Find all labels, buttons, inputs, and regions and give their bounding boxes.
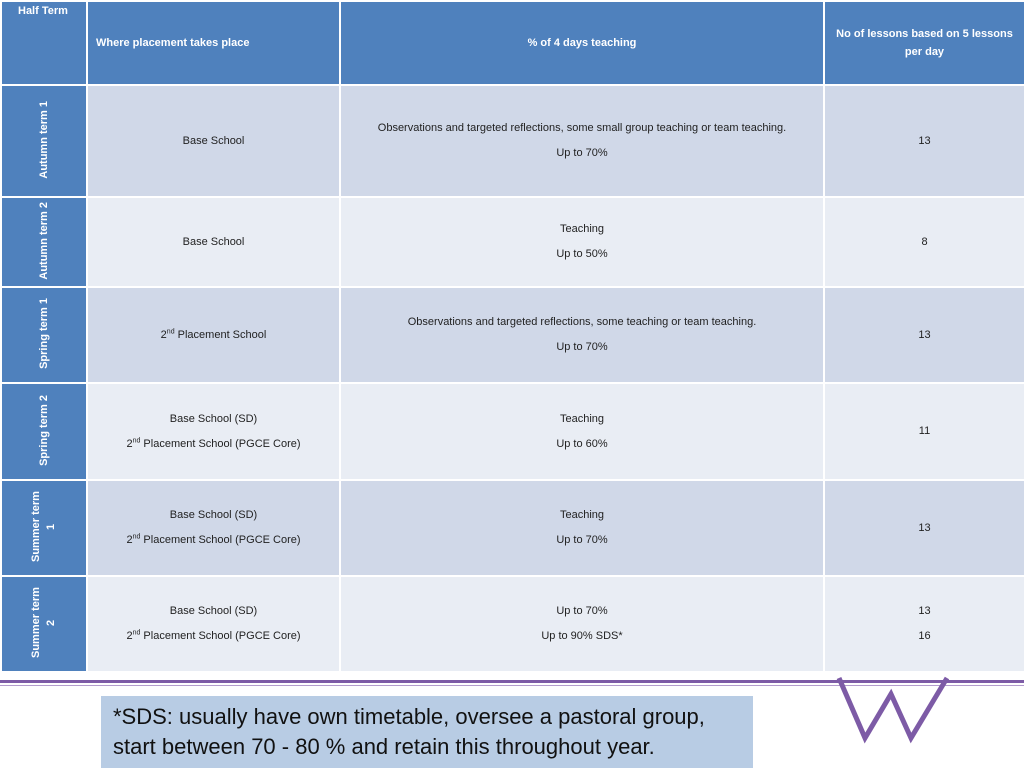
teaching-line: Teaching bbox=[559, 509, 605, 521]
ordinal-number: 2 bbox=[126, 534, 133, 546]
ordinal-number: 2 bbox=[126, 630, 133, 642]
teaching-line: Up to 70% bbox=[556, 147, 608, 159]
lessons-cell: 8 bbox=[823, 196, 1024, 288]
term-label: Spring term 2 bbox=[37, 394, 50, 466]
placement-cell: Base School bbox=[86, 196, 341, 288]
placement-table: Half Term Where placement takes place % … bbox=[0, 0, 1024, 673]
header-where: Where placement takes place bbox=[86, 0, 341, 86]
footnote-line1: *SDS: usually have own timetable, overse… bbox=[113, 704, 705, 729]
teaching-line: Up to 60% bbox=[556, 437, 608, 450]
ordinal-number: 2 bbox=[160, 328, 167, 341]
placement-cell: Base School (SD) 2nd Placement School (P… bbox=[86, 479, 341, 577]
lessons-value: 8 bbox=[921, 235, 928, 248]
placement-cell: Base School (SD) 2nd Placement School (P… bbox=[86, 382, 341, 481]
term-label: Autumn term 1 bbox=[37, 100, 50, 179]
placement-cell: Base School bbox=[86, 84, 341, 198]
teaching-line: Up to 70% bbox=[556, 534, 608, 546]
ordinal-suffix: nd bbox=[166, 327, 175, 335]
term-cell: Spring term 1 bbox=[0, 286, 88, 384]
placement-line: 2nd Placement School (PGCE Core) bbox=[88, 528, 339, 553]
teaching-cell: Teaching Up to 70% bbox=[339, 479, 825, 577]
teaching-cell: Teaching Up to 50% bbox=[339, 196, 825, 288]
placement-line: Base School (SD) bbox=[169, 605, 258, 617]
sds-footnote: *SDS: usually have own timetable, overse… bbox=[101, 696, 753, 768]
placement-line: 2nd Placement School (PGCE Core) bbox=[88, 624, 339, 649]
placement-line: 2nd Placement School (PGCE Core) bbox=[88, 432, 339, 457]
placement-text: Placement School bbox=[174, 328, 267, 341]
table-row: Spring term 2 Base School (SD) 2nd Place… bbox=[0, 382, 1024, 481]
table-row: Autumn term 1 Base School Observations a… bbox=[0, 84, 1024, 198]
lessons-value: 13 bbox=[918, 134, 931, 147]
teaching-cell: Up to 70% Up to 90% SDS* bbox=[339, 575, 825, 673]
placement-line: Base School bbox=[182, 235, 245, 248]
term-cell: Summer term 1 bbox=[0, 479, 88, 577]
term-label: Autumn term 2 bbox=[37, 201, 50, 280]
teaching-cell: Observations and targeted reflections, s… bbox=[339, 84, 825, 198]
teaching-line: Teaching bbox=[559, 412, 605, 425]
placement-cell: 2nd Placement School bbox=[86, 286, 341, 384]
term-cell: Autumn term 2 bbox=[0, 196, 88, 288]
table-row: Summer term 2 Base School (SD) 2nd Place… bbox=[0, 575, 1024, 673]
placement-line: Base School (SD) bbox=[169, 412, 258, 425]
header-lessons-line2: per day bbox=[904, 46, 945, 58]
lessons-cell: 13 bbox=[823, 84, 1024, 198]
table-row: Summer term 1 Base School (SD) 2nd Place… bbox=[0, 479, 1024, 577]
ordinal-suffix: nd bbox=[132, 629, 141, 637]
teaching-line: Observations and targeted reflections, s… bbox=[377, 122, 787, 134]
placement-text: Placement School (PGCE Core) bbox=[140, 534, 301, 546]
purple-divider-line-thin bbox=[0, 685, 1024, 686]
teaching-line: Up to 90% SDS* bbox=[541, 630, 623, 642]
teaching-line: Up to 70% bbox=[556, 341, 608, 353]
ordinal-suffix: nd bbox=[132, 436, 141, 444]
header-row: Half Term Where placement takes place % … bbox=[0, 0, 1024, 86]
teaching-cell: Observations and targeted reflections, s… bbox=[339, 286, 825, 384]
lessons-value: 13 bbox=[918, 328, 931, 341]
header-half-term: Half Term bbox=[0, 0, 88, 86]
purple-w-logo-icon bbox=[836, 676, 950, 744]
teaching-line: Teaching bbox=[559, 223, 605, 235]
teaching-cell: Teaching Up to 60% bbox=[339, 382, 825, 481]
header-lessons: No of lessons based on 5 lessons per day bbox=[823, 0, 1024, 86]
placement-text: Placement School (PGCE Core) bbox=[140, 630, 301, 642]
term-label: Spring term 1 bbox=[37, 298, 50, 369]
ordinal-suffix: nd bbox=[132, 533, 141, 541]
table-row: Autumn term 2 Base School Teaching Up to… bbox=[0, 196, 1024, 288]
placement-line: 2nd Placement School bbox=[88, 323, 339, 348]
lessons-cell: 13 16 bbox=[823, 575, 1024, 673]
purple-divider-line bbox=[0, 680, 1024, 683]
header-lessons-line1: No of lessons based on 5 lessons bbox=[836, 28, 1013, 40]
lessons-value: 16 bbox=[918, 630, 931, 642]
term-label: Summer term 1 bbox=[30, 491, 57, 562]
placement-table-container: Half Term Where placement takes place % … bbox=[0, 0, 1024, 673]
placement-line: Base School bbox=[182, 134, 245, 147]
lessons-cell: 11 bbox=[823, 382, 1024, 481]
teaching-line: Up to 70% bbox=[556, 605, 608, 617]
term-cell: Summer term 2 bbox=[0, 575, 88, 673]
lessons-value: 11 bbox=[918, 425, 931, 437]
placement-text: Placement School (PGCE Core) bbox=[140, 437, 301, 450]
lessons-cell: 13 bbox=[823, 479, 1024, 577]
ordinal-number: 2 bbox=[126, 437, 133, 450]
header-percent: % of 4 days teaching bbox=[339, 0, 825, 86]
teaching-line: Up to 50% bbox=[556, 248, 608, 260]
term-label: Summer term 2 bbox=[30, 587, 57, 658]
term-cell: Spring term 2 bbox=[0, 382, 88, 481]
table-row: Spring term 1 2nd Placement School Obser… bbox=[0, 286, 1024, 384]
lessons-value: 13 bbox=[918, 521, 931, 534]
teaching-line: Observations and targeted reflections, s… bbox=[407, 316, 757, 328]
placement-cell: Base School (SD) 2nd Placement School (P… bbox=[86, 575, 341, 673]
placement-line: Base School (SD) bbox=[169, 509, 258, 521]
footnote-line2: start between 70 - 80 % and retain this … bbox=[113, 734, 655, 759]
term-cell: Autumn term 1 bbox=[0, 84, 88, 198]
lessons-value: 13 bbox=[918, 605, 931, 617]
lessons-cell: 13 bbox=[823, 286, 1024, 384]
